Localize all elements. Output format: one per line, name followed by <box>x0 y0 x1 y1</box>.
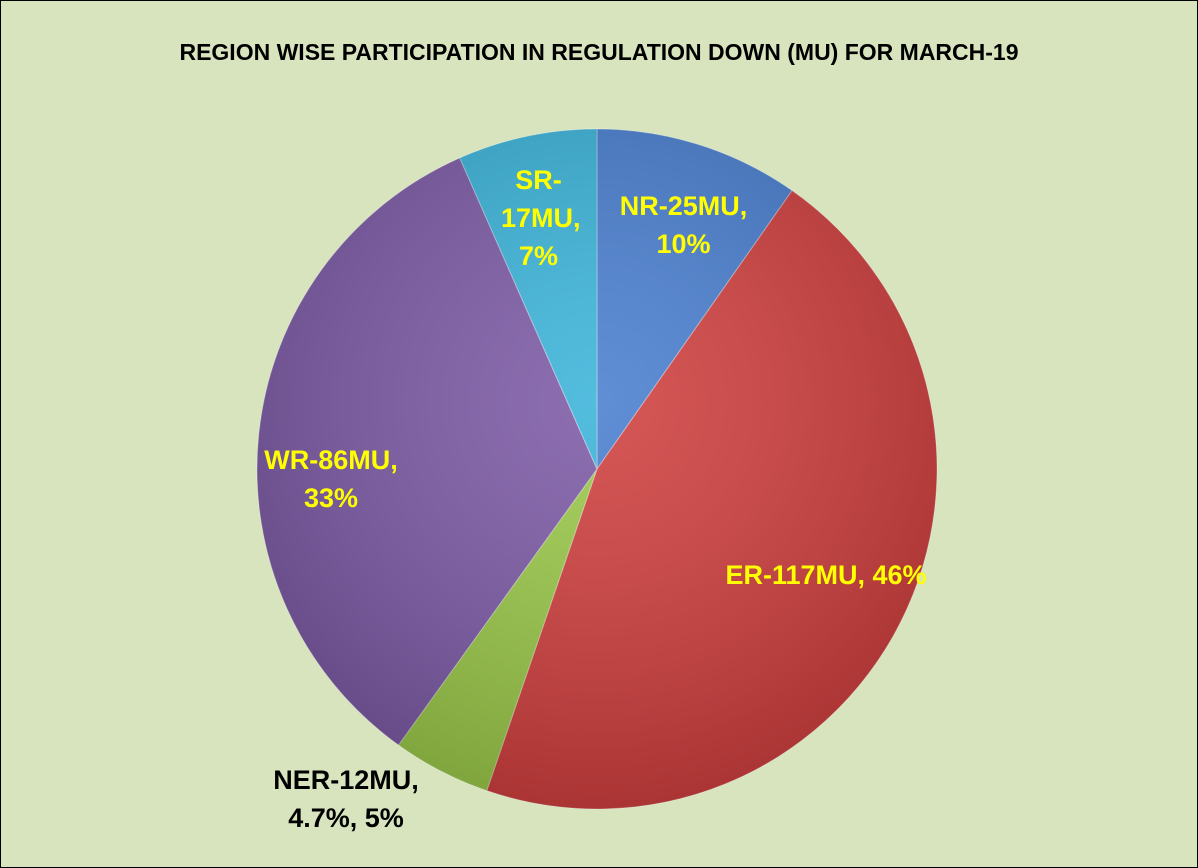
data-label: NR-25MU, 10% <box>619 191 748 259</box>
data-label: SR-17MU, 7% <box>501 165 581 271</box>
data-label: NER-12MU, 4.7%, 5% <box>273 765 419 833</box>
data-label: WR-86MU, 33% <box>264 445 398 513</box>
data-label: ER-117MU, 46% <box>725 560 927 590</box>
chart-title: REGION WISE PARTICIPATION IN REGULATION … <box>179 39 1019 65</box>
